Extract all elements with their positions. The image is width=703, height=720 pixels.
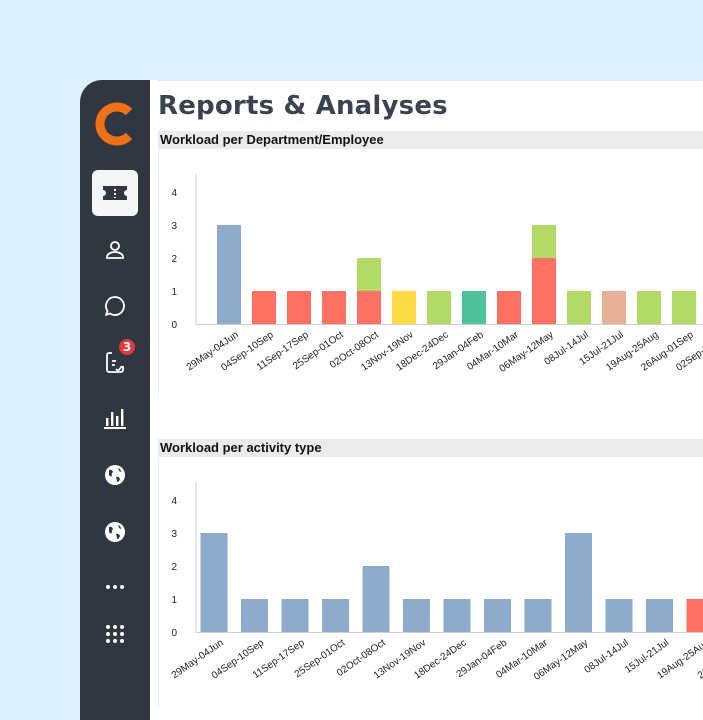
chart-1-heading: Workload per Department/Employee	[158, 131, 703, 149]
more-dots-icon	[103, 582, 127, 592]
workload-activity-chart: 0123429May-04Jun04Sep-10Sep11Sep-17Sep25…	[159, 457, 703, 707]
y-tick-label: 2	[171, 254, 177, 265]
sidebar-item-reports[interactable]	[92, 395, 138, 441]
globe-icon	[103, 520, 127, 544]
sidebar-item-tasks[interactable]: 3	[92, 339, 138, 385]
bar[interactable]	[565, 533, 592, 632]
bar[interactable]	[252, 291, 276, 324]
bar[interactable]	[532, 258, 556, 324]
bar[interactable]	[217, 225, 241, 324]
ticket-icon	[102, 184, 128, 202]
bar[interactable]	[322, 291, 346, 324]
bar[interactable]	[322, 599, 349, 632]
bar[interactable]	[462, 291, 486, 324]
sidebar-item-chat[interactable]	[92, 283, 138, 329]
top-border	[158, 80, 703, 81]
y-tick-label: 0	[171, 320, 177, 331]
bar[interactable]	[525, 599, 552, 632]
sidebar-item-tickets[interactable]	[92, 170, 138, 216]
sidebar-item-more[interactable]	[92, 564, 138, 610]
bar[interactable]	[444, 599, 471, 632]
bar[interactable]	[357, 258, 381, 291]
y-tick-label: 4	[171, 188, 177, 199]
brand-logo-icon	[93, 100, 137, 148]
sidebar-item-contacts[interactable]	[92, 227, 138, 273]
globe-icon	[103, 463, 127, 487]
bar[interactable]	[532, 225, 556, 258]
bar[interactable]	[427, 291, 451, 324]
bar[interactable]	[241, 599, 268, 632]
bar[interactable]	[606, 599, 633, 632]
bar[interactable]	[287, 291, 311, 324]
bar[interactable]	[497, 291, 521, 324]
bar[interactable]	[282, 599, 309, 632]
y-tick-label: 3	[171, 529, 177, 540]
sidebar-item-apps[interactable]	[92, 611, 138, 657]
y-tick-label: 3	[171, 221, 177, 232]
bar[interactable]	[403, 599, 430, 632]
bar[interactable]	[363, 566, 390, 632]
brand-logo[interactable]	[93, 100, 137, 148]
bar[interactable]	[567, 291, 591, 324]
y-tick-label: 4	[171, 496, 177, 507]
person-icon	[104, 239, 126, 261]
sidebar-item-globe-1[interactable]	[92, 452, 138, 498]
y-tick-label: 2	[171, 562, 177, 573]
page-title: Reports & Analyses	[158, 91, 448, 121]
chat-bubble-icon	[103, 294, 127, 318]
app-window: 3	[80, 80, 703, 720]
apps-grid-icon	[104, 623, 126, 645]
y-tick-label: 1	[171, 595, 177, 606]
y-tick-label: 0	[171, 628, 177, 639]
chart-2-heading: Workload per activity type	[158, 439, 703, 457]
tasks-count-badge: 3	[117, 337, 137, 357]
main-content: Reports & Analyses Workload per Departme…	[150, 80, 703, 720]
bar[interactable]	[602, 291, 626, 324]
bar[interactable]	[672, 291, 696, 324]
bar[interactable]	[646, 599, 673, 632]
bar[interactable]	[637, 291, 661, 324]
bar-chart-icon	[102, 406, 128, 430]
sidebar: 3	[80, 80, 150, 720]
bar[interactable]	[687, 599, 703, 632]
bar[interactable]	[484, 599, 511, 632]
bar[interactable]	[201, 533, 228, 632]
y-tick-label: 1	[171, 287, 177, 298]
workload-department-chart: 0123429May-04Jun04Sep-10Sep11Sep-17Sep25…	[159, 149, 703, 399]
bar[interactable]	[357, 291, 381, 324]
bar[interactable]	[392, 291, 416, 324]
x-tick-label: 08Jul-14Jul	[583, 637, 631, 675]
sidebar-item-globe-2[interactable]	[92, 509, 138, 555]
